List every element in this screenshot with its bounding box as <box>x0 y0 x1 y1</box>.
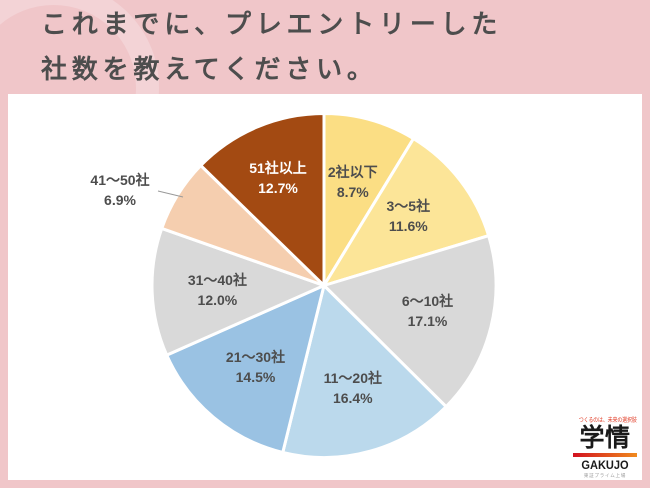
svg-text:8.7%: 8.7% <box>337 184 369 200</box>
svg-text:41〜50社: 41〜50社 <box>90 172 149 188</box>
svg-text:12.0%: 12.0% <box>198 292 238 308</box>
svg-text:17.1%: 17.1% <box>408 313 448 329</box>
svg-text:12.7%: 12.7% <box>258 180 298 196</box>
svg-text:11.6%: 11.6% <box>389 218 428 234</box>
svg-text:51社以上: 51社以上 <box>249 160 307 176</box>
svg-text:14.5%: 14.5% <box>236 369 276 385</box>
svg-text:3〜5社: 3〜5社 <box>387 198 431 214</box>
svg-text:2社以下: 2社以下 <box>328 164 378 180</box>
svg-text:31〜40社: 31〜40社 <box>188 272 247 288</box>
svg-text:6〜10社: 6〜10社 <box>402 293 453 309</box>
svg-text:21〜30社: 21〜30社 <box>226 349 285 365</box>
svg-text:6.9%: 6.9% <box>104 192 136 208</box>
svg-text:11〜20社: 11〜20社 <box>324 370 382 386</box>
svg-text:16.4%: 16.4% <box>333 390 373 406</box>
